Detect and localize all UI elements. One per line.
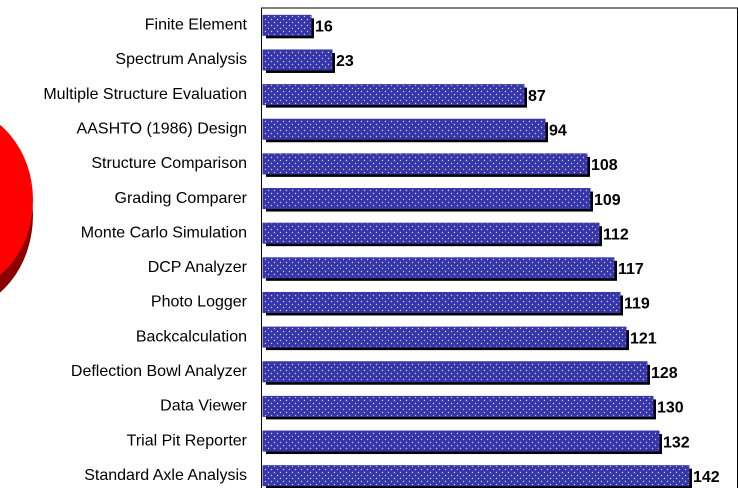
bar [262, 84, 525, 106]
decorative-pie [0, 124, 33, 293]
value-label: 87 [528, 88, 546, 105]
y-tick-label: Finite Element [145, 17, 248, 34]
bar [262, 118, 546, 140]
bar [262, 291, 621, 313]
y-tick-label: Spectrum Analysis [115, 51, 247, 68]
y-tick-label: Structure Comparison [91, 155, 247, 172]
y-tick-label: Grading Comparer [115, 190, 248, 207]
bar [262, 49, 333, 71]
y-tick-label: AASHTO (1986) Design [77, 120, 247, 137]
y-tick-label: Multiple Structure Evaluation [43, 86, 247, 103]
bar [262, 395, 654, 417]
value-label: 121 [630, 330, 657, 347]
value-label: 16 [315, 19, 333, 36]
value-label: 119 [624, 296, 650, 313]
value-label: 142 [693, 469, 720, 486]
value-label: 109 [594, 192, 621, 209]
bar [262, 153, 588, 175]
value-label: 108 [591, 157, 618, 174]
bar [262, 188, 591, 210]
y-tick-label: Monte Carlo Simulation [81, 224, 247, 241]
bar [262, 222, 600, 244]
bar [262, 326, 627, 348]
value-label: 94 [549, 122, 567, 139]
value-label: 128 [651, 365, 678, 382]
y-tick-label: Data Viewer [160, 398, 248, 415]
bar [262, 430, 660, 452]
value-label: 112 [603, 226, 629, 243]
y-tick-label: Trial Pit Reporter [127, 432, 248, 449]
value-label: 117 [618, 261, 644, 278]
bar [262, 14, 312, 36]
y-tick-label: DCP Analyzer [148, 259, 248, 276]
bar [262, 257, 615, 279]
bar [262, 465, 690, 487]
bar [262, 361, 648, 383]
value-label: 23 [336, 53, 354, 70]
y-tick-label: Photo Logger [151, 294, 248, 311]
value-label: 130 [657, 400, 684, 417]
value-label: 132 [663, 434, 690, 451]
y-tick-label: Standard Axle Analysis [84, 467, 247, 484]
y-tick-label: Deflection Bowl Analyzer [71, 363, 248, 380]
y-tick-label: Backcalculation [136, 328, 247, 345]
